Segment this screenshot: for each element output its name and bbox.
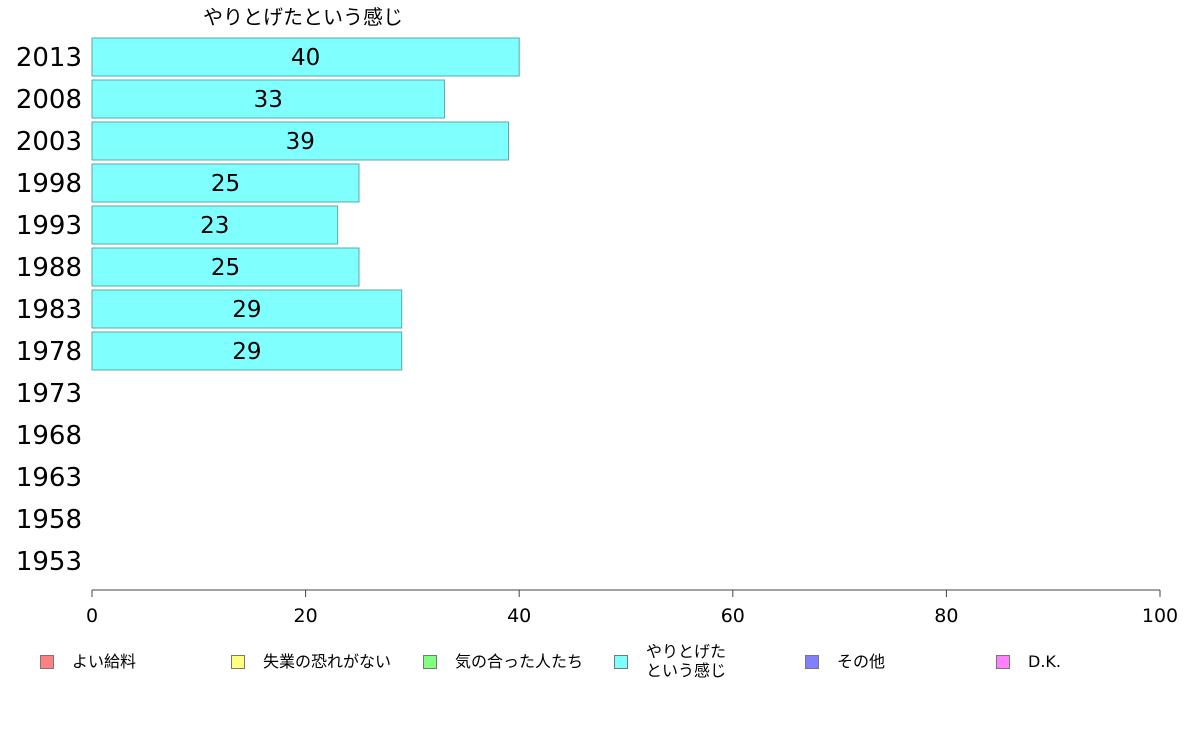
y-tick-label: 1953	[16, 547, 82, 577]
y-tick-label: 1998	[16, 169, 82, 199]
y-tick-label: 1988	[16, 253, 82, 283]
bar	[91, 121, 510, 161]
legend-swatch	[40, 655, 54, 669]
bars-layer	[91, 37, 520, 371]
y-tick-label: 2008	[16, 85, 82, 115]
bar	[91, 247, 360, 287]
x-tick-label: 40	[507, 605, 531, 627]
y-tick-label: 1968	[16, 421, 82, 451]
x-tick-label: 20	[294, 605, 318, 627]
y-tick-label: 1983	[16, 295, 82, 325]
y-tick-label: 2013	[16, 43, 82, 73]
data-label: 39	[286, 129, 315, 155]
legend-swatch	[423, 655, 437, 669]
y-tick-label: 1973	[16, 379, 82, 409]
legend-label: 失業の恐れがない	[263, 652, 392, 671]
data-label: 25	[211, 255, 240, 281]
legend-label: 気の合った人たち	[455, 652, 584, 671]
legend-swatch	[231, 655, 245, 669]
legend: よい給料 失業の恐れがない 気の合った人たち やりとげた という感じ その他 D…	[0, 640, 1188, 690]
legend-label: よい給料	[72, 652, 137, 671]
y-tick-label: 1993	[16, 211, 82, 241]
data-label: 25	[211, 171, 240, 197]
data-label: 23	[200, 213, 229, 239]
legend-item: その他	[805, 640, 977, 671]
data-label: 33	[254, 87, 283, 113]
data-label: 29	[232, 297, 261, 323]
bar	[91, 205, 339, 245]
legend-label: その他	[837, 652, 886, 671]
y-tick-label: 1958	[16, 505, 82, 535]
legend-item: D.K.	[996, 640, 1168, 671]
x-tick-label: 0	[86, 605, 98, 627]
data-label: 29	[232, 339, 261, 365]
x-tick-label: 60	[721, 605, 745, 627]
y-tick-label: 2003	[16, 127, 82, 157]
legend-label: やりとげた という感じ	[646, 642, 727, 680]
legend-item: 気の合った人たち	[423, 640, 595, 671]
y-tick-label: 1978	[16, 337, 82, 367]
legend-item: 失業の恐れがない	[231, 640, 403, 671]
bar	[91, 163, 360, 203]
bar	[91, 79, 445, 119]
x-tick-label: 80	[934, 605, 958, 627]
labels-layer: 2013 40 2008 33 2003 39 1998 25 1993 23 1988 25 1983…	[16, 43, 320, 577]
legend-item: よい給料	[40, 640, 212, 671]
data-label: 40	[291, 45, 320, 71]
chart-title: やりとげたという感じ	[203, 5, 403, 29]
legend-label: D.K.	[1028, 652, 1061, 671]
x-axis: 0 20 40 60 80 100	[86, 589, 1178, 627]
legend-swatch	[805, 655, 819, 669]
legend-swatch	[614, 655, 628, 669]
x-tick-label: 100	[1142, 605, 1178, 627]
legend-swatch	[996, 655, 1010, 669]
bar	[91, 289, 403, 329]
bar	[91, 37, 520, 77]
bar	[91, 331, 403, 371]
y-tick-label: 1963	[16, 463, 82, 493]
legend-item: やりとげた という感じ	[614, 640, 786, 680]
